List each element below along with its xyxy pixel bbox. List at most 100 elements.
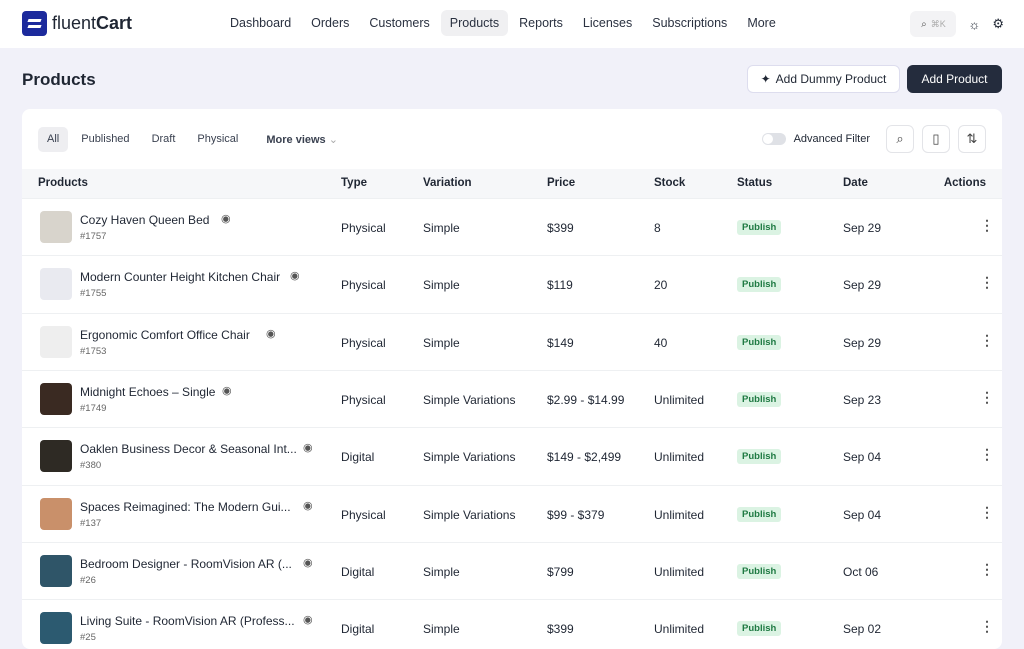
nav-orders[interactable]: Orders <box>311 16 350 30</box>
product-price: $119 <box>547 278 573 293</box>
product-thumbnail[interactable] <box>40 382 72 415</box>
product-name[interactable]: Oaklen Business Decor & Seasonal Int... <box>80 442 297 457</box>
settings-gear-icon[interactable]: ⚙ <box>992 16 1004 31</box>
product-id: #1753 <box>80 345 107 357</box>
product-thumbnail[interactable] <box>40 325 72 358</box>
product-thumbnail[interactable] <box>40 440 72 473</box>
search-table-button[interactable]: ⌕ <box>886 125 914 153</box>
more-actions-icon[interactable]: ⋮ <box>980 274 994 291</box>
eye-preview-icon[interactable]: ◉ <box>303 614 313 627</box>
main-nav: Dashboard Orders Customers Products Reports L… <box>221 10 785 36</box>
more-actions-icon[interactable]: ⋮ <box>980 331 994 348</box>
column-header-status: Status <box>737 177 773 189</box>
nav-more[interactable]: More <box>747 16 776 30</box>
nav-dashboard[interactable]: Dashboard <box>230 16 292 30</box>
table-row[interactable]: Midnight Echoes – Single #1749 ◉ Physica… <box>22 369 1002 427</box>
column-header-date: Date <box>843 177 868 189</box>
table-row[interactable]: Ergonomic Comfort Office Chair #1753 ◉ P… <box>22 312 1002 370</box>
more-actions-icon[interactable]: ⋮ <box>980 217 994 233</box>
product-type: Physical <box>341 335 386 350</box>
status-badge: Publish <box>737 334 782 350</box>
product-price: $399 <box>547 622 574 637</box>
advanced-filter-label: Advanced Filter <box>793 133 870 145</box>
view-tab-all[interactable]: All <box>38 127 69 152</box>
status-badge: Publish <box>737 621 782 637</box>
theme-toggle-sun-icon[interactable]: ☼ <box>968 16 981 32</box>
product-date: Sep 23 <box>843 392 882 407</box>
nav-products[interactable]: Products <box>440 10 509 36</box>
product-name[interactable]: Cozy Haven Queen Bed <box>80 213 210 227</box>
sort-button[interactable]: ⇅ <box>958 125 986 153</box>
nav-customers[interactable]: Customers <box>369 16 430 30</box>
product-name[interactable]: Spaces Reimagined: The Modern Gui... <box>80 499 291 514</box>
product-thumbnail[interactable] <box>40 211 72 243</box>
view-tab-draft[interactable]: Draft <box>151 133 176 145</box>
table-row[interactable]: Cozy Haven Queen Bed #1757 ◉ Physical Si… <box>22 198 1002 255</box>
product-name[interactable]: Living Suite - RoomVision AR (Profess... <box>80 614 295 629</box>
eye-preview-icon[interactable]: ◉ <box>290 270 300 283</box>
logo-icon <box>22 11 47 36</box>
nav-licenses[interactable]: Licenses <box>582 16 633 30</box>
eye-preview-icon[interactable]: ◉ <box>303 499 313 512</box>
nav-reports[interactable]: Reports <box>519 16 563 30</box>
product-thumbnail[interactable] <box>40 612 72 645</box>
product-price: $99 - $379 <box>547 507 605 522</box>
product-stock: Unlimited <box>654 564 705 579</box>
product-name[interactable]: Midnight Echoes – Single <box>80 384 216 399</box>
eye-preview-icon[interactable]: ◉ <box>222 384 232 397</box>
eye-preview-icon[interactable]: ◉ <box>266 327 276 340</box>
product-date: Sep 29 <box>843 221 882 235</box>
add-dummy-product-button[interactable]: ✦ Add Dummy Product <box>747 65 900 93</box>
product-price: $149 <box>547 335 574 350</box>
add-product-button[interactable]: Add Product <box>907 65 1002 93</box>
more-actions-icon[interactable]: ⋮ <box>980 618 994 635</box>
view-tabs: All Published Draft Physical More views ⌄ <box>38 127 347 152</box>
product-name[interactable]: Modern Counter Height Kitchen Chair <box>80 270 281 285</box>
status-badge: Publish <box>737 277 782 293</box>
product-thumbnail[interactable] <box>40 554 72 587</box>
view-tab-physical[interactable]: Physical <box>197 133 239 145</box>
eye-preview-icon[interactable]: ◉ <box>221 213 231 225</box>
product-name[interactable]: Bedroom Designer - RoomVision AR (... <box>80 556 292 571</box>
table-row[interactable]: Bedroom Designer - RoomVision AR (... #2… <box>22 541 1002 599</box>
brand-name-bold: Cart <box>96 13 133 33</box>
product-variation: Simple <box>423 335 460 350</box>
status-badge: Publish <box>737 506 782 522</box>
more-views-dropdown[interactable]: More views ⌄ <box>257 127 347 152</box>
table-row[interactable]: Modern Counter Height Kitchen Chair #175… <box>22 255 1002 312</box>
table-row[interactable]: Spaces Reimagined: The Modern Gui... #13… <box>22 484 1002 542</box>
more-actions-icon[interactable]: ⋮ <box>980 503 994 520</box>
logo[interactable]: fluentCart <box>22 11 132 36</box>
product-name[interactable]: Ergonomic Comfort Office Chair <box>80 327 250 342</box>
status-badge: Publish <box>737 220 782 235</box>
product-date: Sep 02 <box>843 622 882 637</box>
product-stock: Unlimited <box>654 450 705 465</box>
more-actions-icon[interactable]: ⋮ <box>980 446 994 463</box>
status-badge: Publish <box>737 391 782 407</box>
chevron-down-icon: ⌄ <box>328 134 338 146</box>
product-type: Physical <box>341 507 386 522</box>
search-button[interactable]: ⌕ ⌘K <box>910 11 957 37</box>
product-thumbnail[interactable] <box>40 497 72 530</box>
table-row[interactable]: Oaklen Business Decor & Seasonal Int... … <box>22 427 1002 484</box>
more-actions-icon[interactable]: ⋮ <box>980 560 994 577</box>
product-date: Oct 06 <box>843 564 879 579</box>
columns-book-button[interactable]: ▯ <box>922 125 950 153</box>
nav-subscriptions[interactable]: Subscriptions <box>652 16 728 30</box>
product-thumbnail[interactable] <box>40 268 72 301</box>
more-actions-icon[interactable]: ⋮ <box>980 388 994 405</box>
product-id: #1749 <box>80 402 107 414</box>
column-header-type: Type <box>341 177 367 189</box>
product-variation: Simple <box>423 278 460 293</box>
advanced-filter-toggle[interactable] <box>761 133 786 145</box>
eye-preview-icon[interactable]: ◉ <box>303 556 313 569</box>
table-row[interactable]: Living Suite - RoomVision AR (Profess...… <box>22 599 1002 649</box>
sparkle-icon: ✦ <box>760 72 771 86</box>
view-tab-published[interactable]: Published <box>81 133 130 145</box>
product-price: $149 - $2,499 <box>547 450 622 465</box>
product-id: #380 <box>80 460 102 472</box>
brand-name: fluent <box>52 13 97 33</box>
eye-preview-icon[interactable]: ◉ <box>303 442 313 455</box>
product-variation: Simple Variations <box>423 450 516 465</box>
product-type: Physical <box>341 392 386 407</box>
